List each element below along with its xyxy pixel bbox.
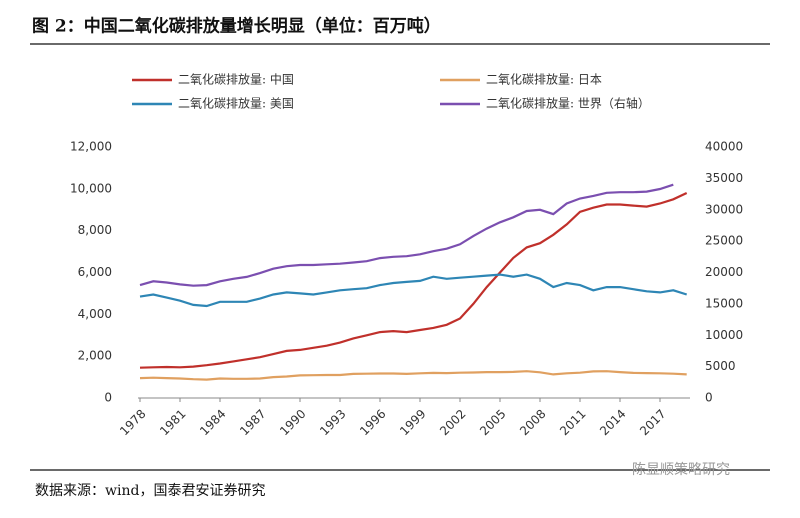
- y-tick-label: 6,000: [78, 265, 112, 279]
- y2-tick-label: 0: [705, 391, 713, 405]
- y-tick-label: 8,000: [78, 223, 112, 237]
- legend-label: 二氧化碳排放量: 日本: [486, 72, 602, 87]
- y2-tick-label: 40000: [705, 140, 743, 154]
- x-tick-label: 1999: [397, 407, 428, 438]
- y2-tick-label: 20000: [705, 265, 743, 279]
- legend-label: 二氧化碳排放量: 美国: [178, 96, 294, 111]
- y2-tick-label: 5000: [705, 359, 736, 373]
- y-tick-label: 12,000: [70, 140, 112, 154]
- x-tick-label: 1993: [317, 407, 348, 438]
- y-tick-label: 0: [104, 391, 112, 405]
- y2-tick-label: 25000: [705, 234, 743, 248]
- series-line: [139, 183, 674, 287]
- chart-title: 图 2：中国二氧化碳排放量增长明显（单位：百万吨）: [32, 16, 441, 37]
- watermark: 陈显顺策略研究: [632, 461, 730, 478]
- x-tick-label: 2005: [477, 407, 508, 438]
- series-line: [139, 370, 687, 381]
- series-line: [139, 192, 688, 369]
- y2-tick-label: 15000: [705, 296, 743, 310]
- x-tick-label: 1990: [277, 407, 308, 438]
- x-tick-label: 1996: [357, 407, 388, 438]
- x-tick-label: 2014: [597, 407, 628, 438]
- y2-tick-label: 35000: [705, 171, 743, 185]
- x-tick-label: 1984: [197, 407, 228, 438]
- legend-label: 二氧化碳排放量: 世界（右轴）: [486, 96, 650, 111]
- legend-label: 二氧化碳排放量: 中国: [178, 72, 294, 87]
- y-tick-label: 10,000: [70, 181, 112, 195]
- y2-tick-label: 30000: [705, 202, 743, 216]
- y-tick-label: 4,000: [78, 307, 112, 321]
- x-tick-label: 1978: [117, 407, 148, 438]
- y2-tick-label: 10000: [705, 328, 743, 342]
- y-tick-label: 2,000: [78, 349, 112, 363]
- x-tick-label: 1981: [157, 407, 188, 438]
- x-tick-label: 2017: [637, 407, 668, 438]
- source: 数据来源：wind，国泰君安证券研究: [35, 483, 265, 499]
- x-tick-label: 2008: [517, 407, 548, 438]
- x-tick-label: 2002: [437, 407, 468, 438]
- x-tick-label: 1987: [237, 407, 268, 438]
- x-tick-label: 2011: [557, 407, 588, 438]
- series-line: [139, 273, 688, 308]
